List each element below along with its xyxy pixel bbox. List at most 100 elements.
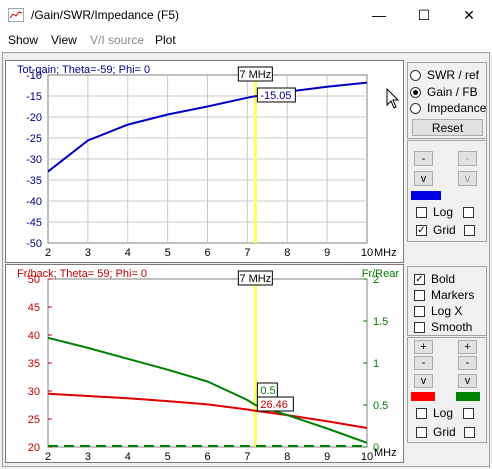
bot-left-down-button[interactable]: v [414, 374, 433, 388]
gain-y-tick-label: -15 [26, 91, 42, 103]
menu-view[interactable]: View [51, 33, 77, 47]
gain-y-tick-label: -20 [26, 112, 42, 124]
gain-y-tick-label: -45 [26, 217, 42, 229]
fb-x-tick-label: 5 [165, 451, 171, 462]
gain-plot-panel: -10 -15 -20 -25 -30 -35 -40 -45 -50 2 3 4 5 6 7 8 9 10 T… [5, 60, 404, 263]
top-right-minus-button: - [458, 151, 477, 166]
fb-right-tick-label: 1 [373, 358, 379, 370]
bot-log-right-checkbox[interactable] [463, 407, 475, 419]
gain-y-tick-label: -30 [26, 154, 42, 166]
gain-y-tick-label: -10 [26, 70, 42, 82]
gain-value-label: -15.05 [260, 90, 291, 102]
bot-right-plus-button[interactable]: + [458, 340, 477, 354]
top-grid-right-checkbox[interactable] [463, 224, 475, 236]
fb-right-axis-title: Fr/Rear [362, 268, 400, 280]
top-right-down-button: v [458, 171, 477, 186]
fb-marker-label: 7 MHz [239, 273, 271, 285]
gain-y-tick-label: -50 [26, 238, 42, 250]
top-grid-checkbox[interactable]: ✓ [416, 224, 427, 236]
menu-plot[interactable]: Plot [155, 33, 176, 47]
gain-marker-line[interactable] [253, 75, 257, 243]
gain-x-tick-label: 8 [284, 247, 290, 259]
gain-x-tick-label: 10 [361, 247, 373, 259]
bot-log-checkbox[interactable] [416, 407, 427, 419]
fb-x-tick-label: 6 [204, 451, 210, 462]
markers-label: Markers [431, 288, 475, 302]
top-left-down-button[interactable]: v [414, 171, 433, 186]
gain-chart: -10 -15 -20 -25 -30 -35 -40 -45 -50 2 3 4 5 6 7 8 9 10 T… [17, 64, 397, 259]
bot-grid-checkbox-row[interactable]: Grid [416, 424, 481, 440]
display-options-group: ✓ Bold Markers Log X Smooth [407, 266, 487, 336]
plot-mode-group: SWR / ref Gain / FB Impedance Reset [407, 62, 487, 139]
top-log-checkbox[interactable] [416, 206, 427, 218]
mouse-cursor-icon [386, 88, 400, 109]
smooth-checkbox-row[interactable]: Smooth [414, 319, 472, 335]
fb-plot-area [47, 278, 368, 448]
fb-right-tick-label: 1.5 [373, 316, 388, 328]
bot-grid-checkbox[interactable] [416, 426, 427, 438]
logx-checkbox-row[interactable]: Log X [414, 303, 462, 319]
gain-value-box [256, 87, 296, 103]
maximize-icon[interactable]: ☐ [417, 6, 431, 23]
menu-show[interactable]: Show [8, 33, 39, 47]
bot-right-color-swatch[interactable] [456, 392, 480, 401]
bot-right-minus-button[interactable]: - [458, 356, 477, 370]
radio-gain[interactable]: Gain / FB [410, 84, 478, 100]
fb-x-tick-label: 7 [244, 451, 250, 462]
radio-impedance-circle[interactable] [410, 102, 421, 114]
smooth-checkbox[interactable] [414, 321, 425, 333]
gain-x-tick-label: 6 [204, 247, 210, 259]
fb-left-tick-label: 50 [28, 274, 40, 286]
gain-panel-header: Tot-gain; Theta=-59; Phi= 0 [17, 64, 150, 76]
top-color-swatch[interactable] [411, 191, 441, 200]
bot-left-minus-button[interactable]: - [414, 356, 433, 370]
fb-marker-line[interactable] [253, 279, 257, 447]
fb-x-tick-label: 2 [45, 451, 51, 462]
fb-x-tick-label: 3 [85, 451, 91, 462]
fb-red-value-box [256, 396, 294, 412]
logx-checkbox[interactable] [414, 305, 425, 317]
bot-right-down-button[interactable]: v [458, 374, 477, 388]
top-grid-checkbox-row[interactable]: ✓ Grid [416, 222, 481, 238]
fb-x-tick-label: 9 [324, 451, 330, 462]
bold-checkbox-row[interactable]: ✓ Bold [414, 271, 455, 287]
gain-x-tick-label: 3 [85, 247, 91, 259]
fb-x-unit: MHz [374, 447, 397, 459]
top-log-right-checkbox[interactable] [463, 206, 475, 218]
fb-left-tick-label: 30 [28, 386, 40, 398]
fb-left-tick-label: 25 [28, 414, 40, 426]
markers-checkbox[interactable] [414, 289, 425, 301]
radio-swr-circle[interactable] [410, 69, 421, 81]
gain-marker-box [237, 66, 273, 82]
app-icon [8, 8, 24, 22]
close-icon[interactable]: ✕ [463, 6, 475, 23]
gain-x-tick-label: 5 [165, 247, 171, 259]
window-title: /Gain/SWR/Impedance (F5) [31, 8, 180, 22]
radio-impedance[interactable]: Impedance [410, 100, 486, 116]
logx-label: Log X [431, 304, 463, 318]
markers-checkbox-row[interactable]: Markers [414, 287, 474, 303]
radio-gain-circle[interactable] [410, 86, 421, 98]
bold-label: Bold [431, 272, 456, 286]
radio-swr[interactable]: SWR / ref [410, 67, 479, 83]
bot-grid-right-checkbox[interactable] [463, 426, 475, 438]
bot-log-checkbox-row[interactable]: Log [416, 405, 480, 421]
radio-impedance-label: Impedance [427, 101, 487, 115]
gain-x-unit: MHz [374, 247, 397, 259]
top-grid-label: Grid [433, 223, 456, 237]
bold-checkbox[interactable]: ✓ [414, 273, 425, 285]
minimize-icon[interactable]: — [372, 7, 386, 23]
gain-x-tick-label: 4 [125, 247, 131, 259]
gain-y-tick-label: -35 [26, 175, 42, 187]
reset-button[interactable]: Reset [412, 119, 483, 136]
fb-x-tick-label: 4 [125, 451, 131, 462]
bot-log-label: Log [433, 406, 454, 420]
gain-x-tick-label: 7 [244, 247, 250, 259]
fb-right-tick-label: 0.5 [373, 400, 388, 412]
bot-left-plus-button[interactable]: + [414, 340, 433, 354]
top-left-minus-button[interactable]: - [414, 151, 433, 166]
bot-left-color-swatch[interactable] [411, 392, 435, 401]
fb-left-tick-label: 20 [28, 442, 40, 454]
radio-gain-label: Gain / FB [427, 85, 478, 99]
top-log-checkbox-row[interactable]: Log [416, 204, 480, 220]
